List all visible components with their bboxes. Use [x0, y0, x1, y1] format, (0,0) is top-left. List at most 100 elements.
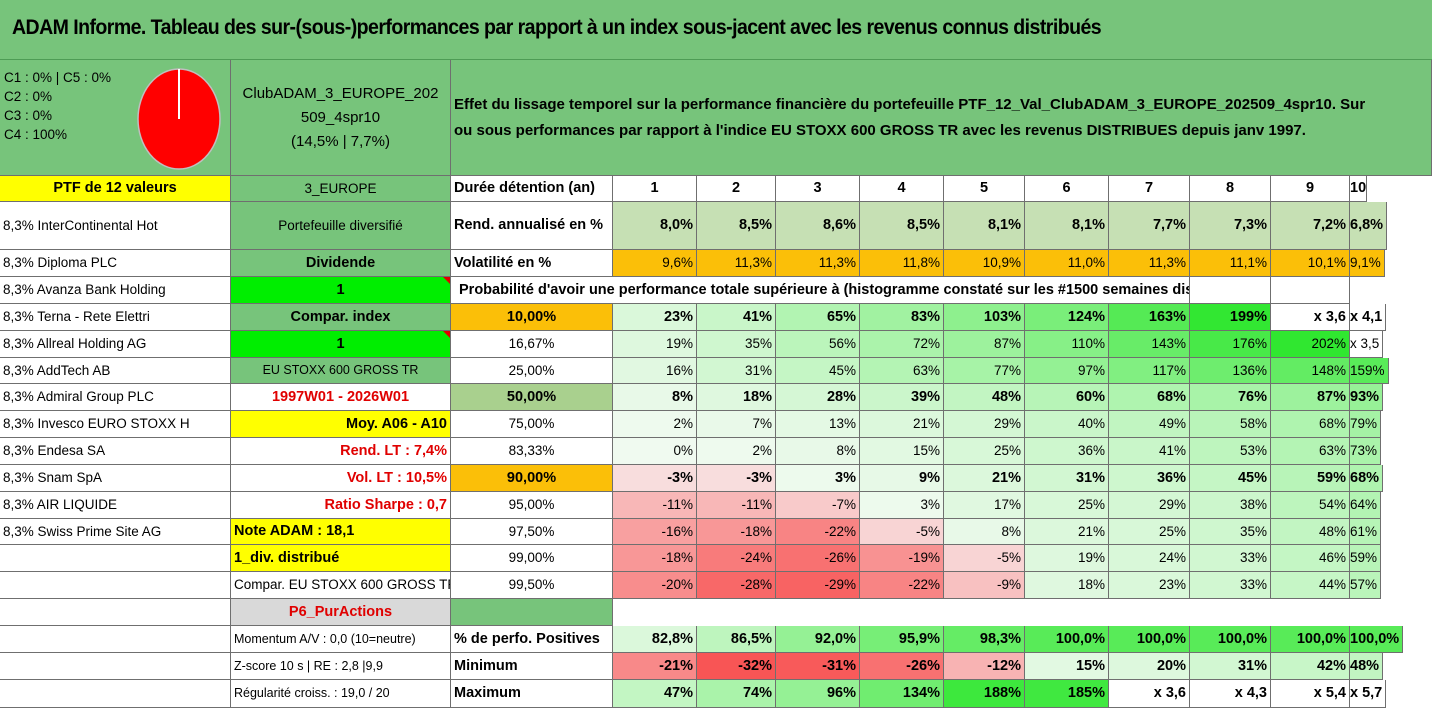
moy-label: Moy. A06 - A10: [231, 411, 451, 438]
probability-value: 159%: [1350, 358, 1389, 384]
probability-value: 59%: [1350, 545, 1382, 572]
rend-label: Rend. annualisé en %: [451, 202, 613, 250]
probability-value: 45%: [776, 358, 860, 384]
probability-value: 28%: [776, 384, 860, 411]
empty-cell: [0, 680, 231, 708]
indicator-value: 1: [231, 331, 451, 358]
year-header: 1: [613, 176, 697, 202]
rend-value: 6,8%: [1350, 202, 1388, 250]
rend-value: 7,3%: [1190, 202, 1271, 250]
probability-value: 23%: [613, 304, 697, 331]
probability-value: 49%: [1109, 411, 1190, 438]
ptf-label: PTF de 12 valeurs: [0, 176, 231, 202]
percentile-label: 83,33%: [451, 438, 613, 465]
probability-value: -5%: [860, 519, 944, 545]
probability-value: 56%: [776, 331, 860, 358]
probability-value: 46%: [1271, 545, 1350, 572]
maximum-value: x 3,6: [1109, 680, 1190, 708]
minimum-value: 42%: [1271, 653, 1350, 680]
probability-value: -29%: [776, 572, 860, 599]
probability-value: 63%: [1271, 438, 1350, 465]
period-label: 1997W01 - 2026W01: [231, 384, 451, 411]
probability-value: 40%: [1025, 411, 1109, 438]
minimum-value: -12%: [944, 653, 1025, 680]
probability-value: 36%: [1109, 465, 1190, 492]
probability-value: 18%: [1025, 572, 1109, 599]
probability-value: 93%: [1350, 384, 1384, 411]
rend-value: 8,1%: [1025, 202, 1109, 250]
year-header: 2: [697, 176, 776, 202]
probability-value: 29%: [1109, 492, 1190, 519]
vol-value: 11,3%: [1109, 250, 1190, 277]
fund-box: ClubADAM_3_EUROPE_202 509_4spr10 (14,5% …: [231, 60, 451, 176]
empty-cell: [0, 572, 231, 599]
positives-value: 100,0%: [1109, 626, 1190, 653]
probability-value: 57%: [1350, 572, 1382, 599]
probability-value: 25%: [1025, 492, 1109, 519]
probability-value: 21%: [860, 411, 944, 438]
probability-value: 63%: [860, 358, 944, 384]
maximum-value: 188%: [944, 680, 1025, 708]
maximum-value: x 5,7: [1350, 680, 1387, 708]
note-label: Note ADAM : 18,1: [231, 519, 451, 545]
rend-value: 7,7%: [1109, 202, 1190, 250]
probability-value: 38%: [1190, 492, 1271, 519]
sharpe-label: Ratio Sharpe : 0,7: [231, 492, 451, 519]
probability-value: -19%: [860, 545, 944, 572]
year-header: 6: [1025, 176, 1109, 202]
pie-chart: [137, 68, 221, 170]
legend-item: C3 : 0%: [4, 108, 53, 123]
holding-item: 8,3% AddTech AB: [0, 358, 231, 384]
probability-value: 39%: [860, 384, 944, 411]
probability-value: 103%: [944, 304, 1025, 331]
probability-value: 143%: [1109, 331, 1190, 358]
percentile-label: 50,00%: [451, 384, 613, 411]
indicator-value: 1: [231, 277, 451, 304]
probability-value: 59%: [1271, 465, 1350, 492]
probability-value: 76%: [1190, 384, 1271, 411]
maximum-label: Maximum: [451, 680, 613, 708]
vol-value: 10,9%: [944, 250, 1025, 277]
holding-item: 8,3% Swiss Prime Site AG: [0, 519, 231, 545]
probability-value: 35%: [697, 331, 776, 358]
probability-value: 31%: [1025, 465, 1109, 492]
probability-value: -28%: [697, 572, 776, 599]
maximum-value: x 4,3: [1190, 680, 1271, 708]
probability-value: -22%: [860, 572, 944, 599]
vol-value: 11,0%: [1025, 250, 1109, 277]
holding-item: 8,3% Diploma PLC: [0, 250, 231, 277]
p6-label: P6_PurActions: [231, 599, 451, 626]
vol-label: Volatilité en %: [451, 250, 613, 277]
holding-item: 8,3% Admiral Group PLC: [0, 384, 231, 411]
probability-value: 9%: [860, 465, 944, 492]
index-name: EU STOXX 600 GROSS TR: [231, 358, 451, 384]
probability-value: 110%: [1025, 331, 1109, 358]
empty-cell: [1271, 277, 1350, 304]
probability-value: 72%: [860, 331, 944, 358]
year-header: 8: [1190, 176, 1271, 202]
probability-value: 41%: [697, 304, 776, 331]
probability-value: 53%: [1190, 438, 1271, 465]
probability-value: 7%: [697, 411, 776, 438]
probability-value: -24%: [697, 545, 776, 572]
holding-item: 8,3% InterContinental Hot: [0, 202, 231, 250]
percentile-label: 10,00%: [451, 304, 613, 331]
probability-value: -11%: [613, 492, 697, 519]
probability-value: 58%: [1190, 411, 1271, 438]
probability-value: 124%: [1025, 304, 1109, 331]
minimum-value: -32%: [697, 653, 776, 680]
probability-value: 117%: [1109, 358, 1190, 384]
probability-value: -26%: [776, 545, 860, 572]
dividend-label: Dividende: [231, 250, 451, 277]
probability-value: 87%: [1271, 384, 1350, 411]
div-label: 1_div. distribué: [231, 545, 451, 572]
legend-item: C2 : 0%: [4, 89, 53, 104]
maximum-value: 74%: [697, 680, 776, 708]
legend-item: C4 : 100%: [4, 127, 68, 142]
empty-cell: [0, 545, 231, 572]
probability-value: 21%: [1025, 519, 1109, 545]
probability-value: 65%: [776, 304, 860, 331]
vol-value: 10,1%: [1271, 250, 1350, 277]
maximum-value: 134%: [860, 680, 944, 708]
minimum-value: 48%: [1350, 653, 1384, 680]
